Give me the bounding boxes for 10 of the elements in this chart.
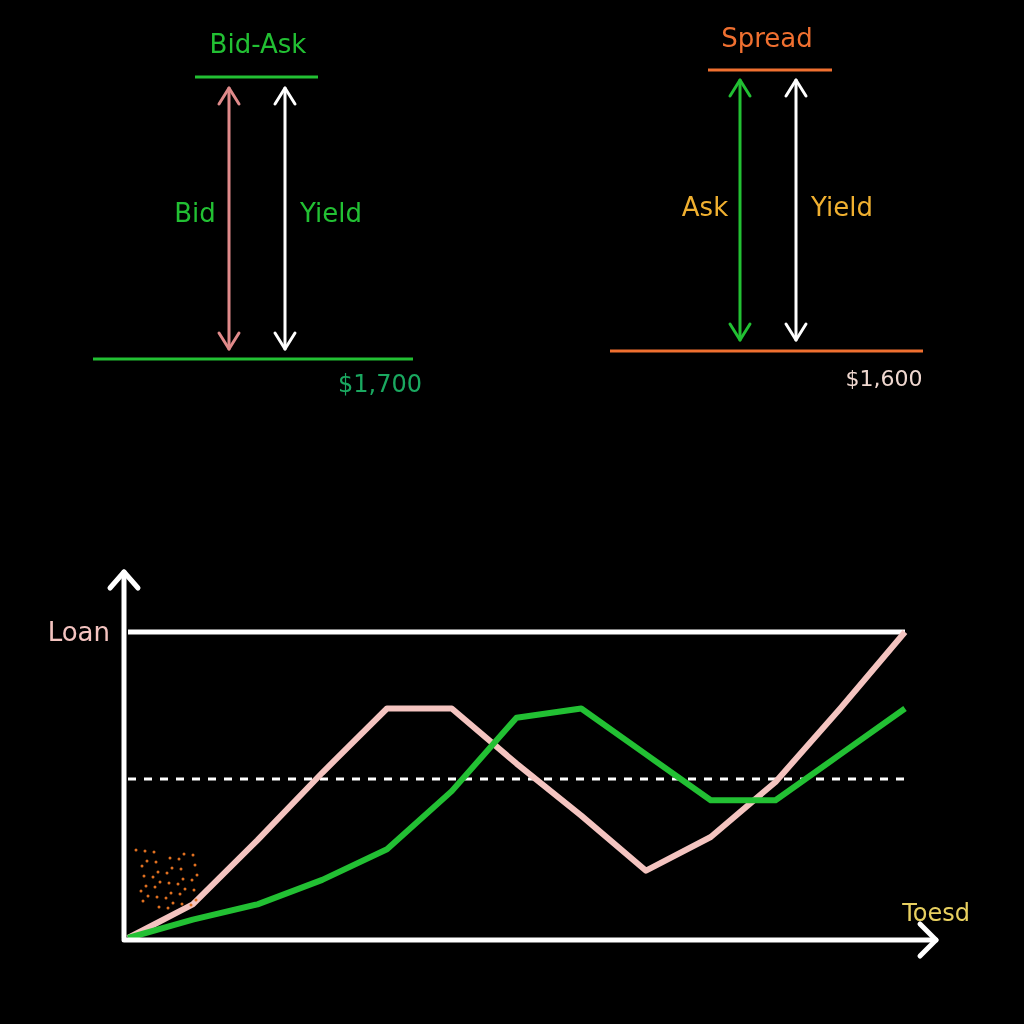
text: Yield xyxy=(810,192,873,222)
x-axis-title: Toesd xyxy=(901,899,970,927)
text: Bid xyxy=(174,198,216,228)
text: Yield xyxy=(299,198,362,228)
text: $1,600 xyxy=(845,366,923,391)
ref-line-label: Loan xyxy=(47,617,110,647)
text: Bid-Ask xyxy=(209,29,307,59)
text: $1,700 xyxy=(338,370,422,398)
text: Ask xyxy=(681,192,729,222)
text: Spread xyxy=(721,23,813,53)
